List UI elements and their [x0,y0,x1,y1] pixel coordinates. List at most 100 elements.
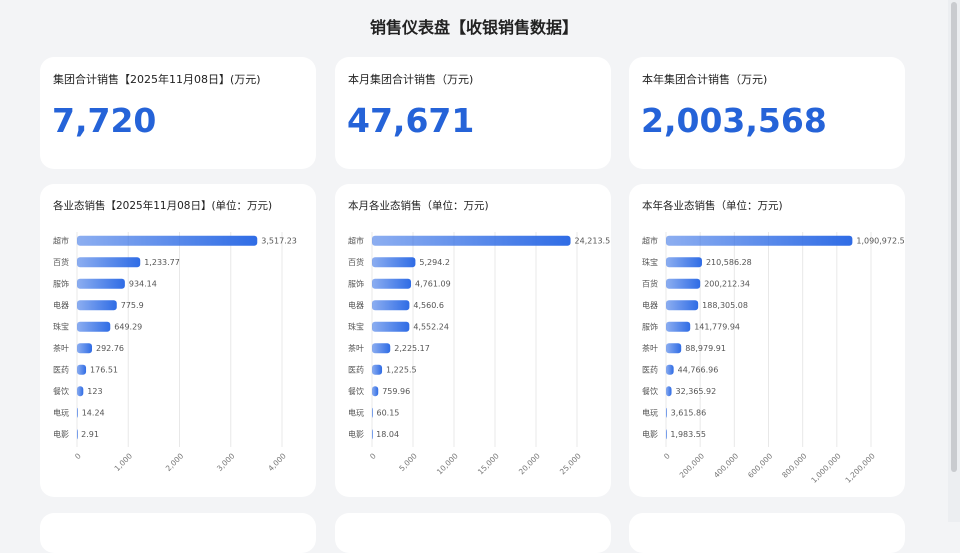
bar [77,257,141,268]
kpi-value: 7,720 [52,101,157,140]
kpi-card: 集团合计销售【2025年11月08日】(万元) 7,720 [40,57,316,169]
value-label: 292.76 [96,344,124,353]
value-label: 4,552.24 [413,322,449,331]
value-label: 1,233.77 [144,258,180,267]
y-tick-label: 超市 [53,235,69,245]
y-tick-label: 医药 [642,364,658,374]
bar [372,407,373,418]
y-tick-label: 餐饮 [53,386,69,396]
x-tick-label: 20,000 [517,451,542,476]
y-tick-label: 服饰 [53,278,69,288]
x-tick-label: 400,000 [712,451,740,479]
kpi-card: 本月集团合计销售（万元) 47,671 [335,57,611,169]
value-label: 775.9 [121,301,144,310]
x-tick-label: 0 [368,451,378,461]
value-label: 141,779.94 [694,322,740,331]
bar [77,235,258,246]
kpi-value: 47,671 [347,101,475,140]
x-tick-label: 25,000 [558,451,583,476]
bar [372,235,571,246]
y-tick-label: 珠宝 [348,321,364,331]
bar [666,235,853,246]
y-tick-label: 餐饮 [642,386,658,396]
x-tick-label: 1,000 [113,451,135,473]
x-tick-label: 10,000 [435,451,460,476]
x-tick-label: 15,000 [476,451,501,476]
y-tick-label: 服饰 [642,321,658,331]
bar [372,364,383,375]
value-label: 3,517.23 [261,236,297,245]
value-label: 3,615.86 [671,408,707,417]
value-label: 176.51 [90,365,118,374]
bar [666,257,702,268]
bar [372,386,379,397]
y-tick-label: 超市 [642,235,658,245]
chart: 0 200,000 400,000 600,000 800,000 1,000,000 1,… [642,232,905,485]
bar [77,343,93,354]
chart: 0 5,000 10,000 15,000 20,000 25,000 超市 24,213.5… [348,232,611,476]
chart-card: 本年各业态销售（单位：万元) 0 200,000 400,000 600,000 800… [629,184,905,497]
value-label: 32,365.92 [676,387,717,396]
y-tick-label: 餐饮 [348,386,364,396]
chart: 0 1,000 2,000 3,000 4,000 超市 3,517.23 百货 1,233.7… [53,232,297,473]
kpi-label: 集团合计销售【2025年11月08日】(万元) [53,73,261,86]
y-tick-label: 电器 [642,300,658,310]
value-label: 4,560.6 [413,301,444,310]
value-label: 14.24 [82,408,105,417]
y-tick-label: 电影 [348,429,364,439]
card [629,513,905,553]
bar [372,257,416,268]
value-label: 200,212.34 [704,279,750,288]
y-tick-label: 电影 [642,429,658,439]
value-label: 2.91 [81,430,99,439]
kpi-card: 本年集团合计销售（万元) 2,003,568 [629,57,905,169]
card [40,513,316,553]
bar [666,321,691,332]
y-tick-label: 珠宝 [642,257,658,267]
y-tick-label: 电玩 [348,407,364,417]
value-label: 4,761.09 [415,279,451,288]
bar [77,386,84,397]
kpi-label: 本年集团合计销售（万元) [642,73,768,86]
value-label: 1,090,972.5 [856,236,904,245]
y-tick-label: 茶叶 [348,343,364,353]
bar [77,364,87,375]
chart-title: 本月各业态销售（单位：万元) [348,200,489,212]
y-tick-label: 医药 [348,364,364,374]
chart-title: 各业态销售【2025年11月08日】(单位：万元) [53,200,273,212]
bar [77,429,78,440]
y-tick-label: 百货 [348,257,364,267]
value-label: 123 [87,387,102,396]
x-tick-label: 2,000 [164,451,186,473]
bar [77,300,117,311]
bar [372,278,412,289]
bar [372,321,410,332]
page: dashboard {"header": {"title": "销售仪表盘【收银… [40,2,957,553]
x-tick-label: 4,000 [266,451,288,473]
x-tick-label: 3,000 [215,451,237,473]
page-title: 销售仪表盘【收银销售数据】 [369,18,578,37]
bar [666,407,667,418]
value-label: 60.15 [376,408,399,417]
x-tick-label: 200,000 [678,451,706,479]
bar [666,429,667,440]
x-tick-label: 600,000 [746,451,774,479]
y-tick-label: 电玩 [642,407,658,417]
bar [372,343,391,354]
value-label: 88,979.91 [685,344,726,353]
bar [77,407,78,418]
chart-title: 本年各业态销售（单位：万元) [642,200,783,212]
y-tick-label: 百货 [642,278,658,288]
y-tick-label: 超市 [348,235,364,245]
y-tick-label: 电影 [53,429,69,439]
y-tick-label: 电器 [348,300,364,310]
value-label: 1,225.5 [386,365,417,374]
value-label: 24,213.5 [575,236,611,245]
bar [666,386,672,397]
value-label: 649.29 [114,322,142,331]
bar [77,321,111,332]
y-tick-label: 电器 [53,300,69,310]
y-tick-label: 珠宝 [53,321,69,331]
value-label: 44,766.96 [678,365,719,374]
bar [372,300,410,311]
